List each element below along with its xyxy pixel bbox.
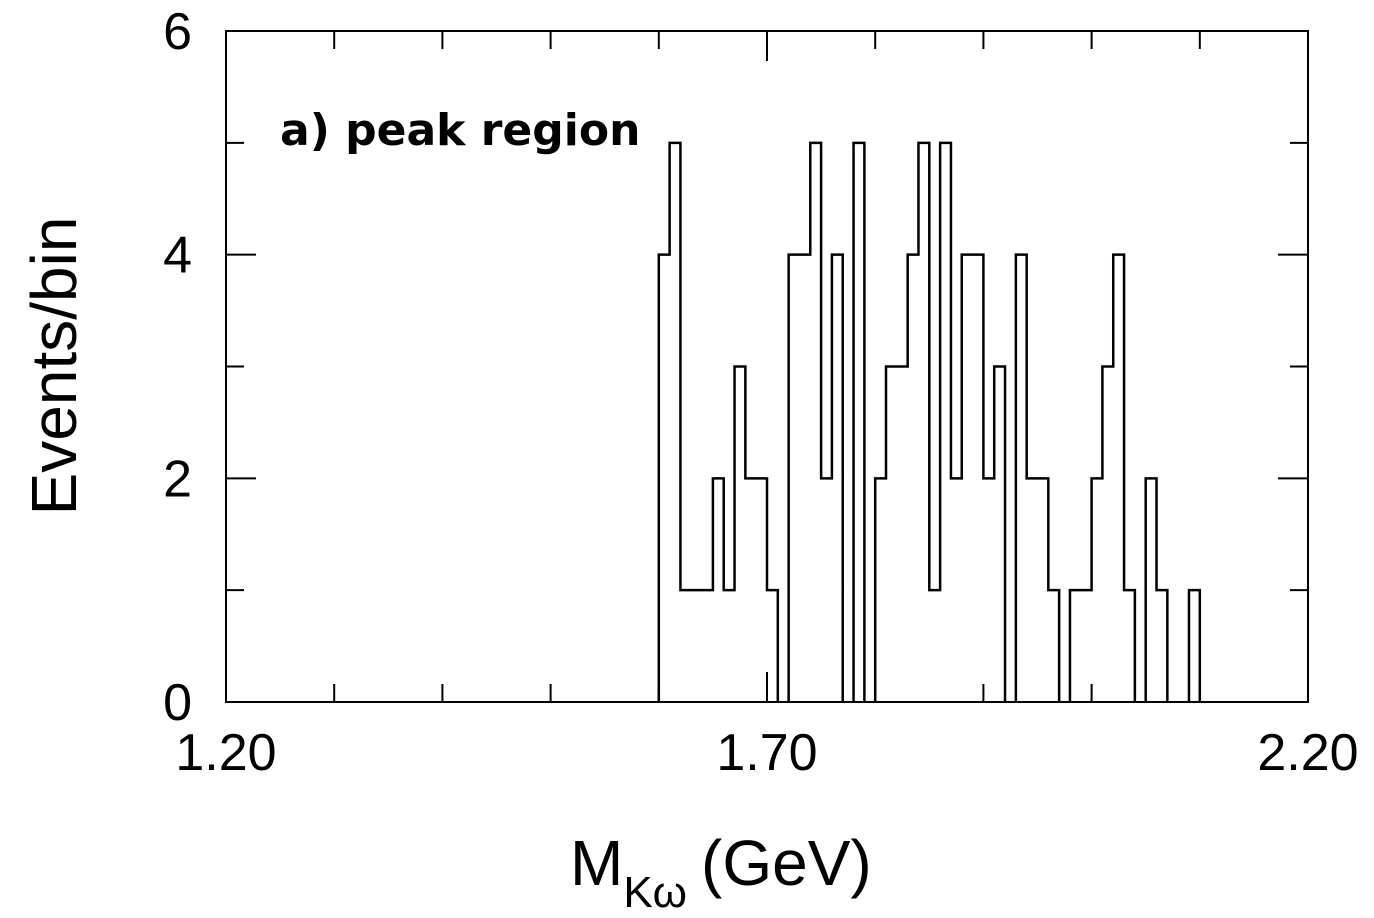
histogram-bar	[1027, 478, 1038, 702]
histogram-bar	[897, 367, 908, 703]
histogram-bar	[983, 478, 994, 702]
x-axis-title-subscript: Kω	[623, 868, 687, 917]
histogram-bar	[1124, 590, 1135, 702]
histogram-bar	[702, 590, 713, 702]
x-tick-label: 1.70	[716, 724, 817, 782]
histogram-bar	[1016, 255, 1027, 702]
x-tick-label: 2.20	[1257, 724, 1358, 782]
histogram-bar	[973, 255, 984, 702]
histogram-bar	[1081, 590, 1092, 702]
histogram-bar	[940, 143, 951, 702]
y-tick-label: 4	[163, 227, 192, 285]
histogram-bar	[908, 255, 919, 702]
histogram-bar	[680, 590, 691, 702]
histogram-bar	[951, 478, 962, 702]
histogram-bar	[875, 478, 886, 702]
y-tick-label: 2	[163, 450, 192, 508]
histogram-bar	[962, 255, 973, 702]
histogram-bar	[691, 590, 702, 702]
histogram-bar	[929, 590, 940, 702]
histogram-bar	[1048, 590, 1059, 702]
histogram-bar	[886, 367, 897, 703]
x-axis-title: MKω (GeV)	[570, 827, 872, 917]
histogram-bar	[994, 367, 1005, 703]
histogram-bar	[1157, 590, 1168, 702]
histogram-bar	[1113, 255, 1124, 702]
histogram-bar	[670, 143, 681, 702]
histogram-bar	[1189, 590, 1200, 702]
histogram-bar	[756, 478, 767, 702]
histogram-bar	[659, 255, 670, 702]
histogram-bar	[724, 590, 735, 702]
histogram-bar	[821, 478, 832, 702]
x-axis-title-unit: (GeV)	[701, 827, 872, 899]
histogram-bar	[789, 255, 800, 702]
x-tick-label: 1.20	[175, 724, 276, 782]
histogram-bar	[1092, 478, 1103, 702]
y-tick-label: 0	[163, 674, 192, 732]
histogram-bar	[745, 478, 756, 702]
histogram-bar	[799, 255, 810, 702]
y-tick-label: 6	[163, 3, 192, 61]
histogram-bar	[854, 143, 865, 702]
histogram-bar	[1102, 367, 1113, 703]
x-axis-title-main: M	[570, 827, 623, 899]
histogram-bar	[1070, 590, 1081, 702]
histogram-bar	[810, 143, 821, 702]
tick-labels: 1.20 1.70 2.20 0 2 4 6	[163, 3, 1359, 782]
histogram-bar	[735, 367, 746, 703]
histogram-bar	[832, 255, 843, 702]
histogram-bar	[713, 478, 724, 702]
histogram-bar	[1038, 478, 1049, 702]
y-axis-title: Events/bin	[18, 217, 90, 516]
histogram-outline	[657, 141, 1202, 702]
axis-ticks	[226, 31, 1308, 702]
histogram-bar	[1146, 478, 1157, 702]
histogram-bar	[918, 143, 929, 702]
peak-region-annotation: a) peak region	[280, 105, 640, 156]
histogram-bar	[767, 590, 778, 702]
